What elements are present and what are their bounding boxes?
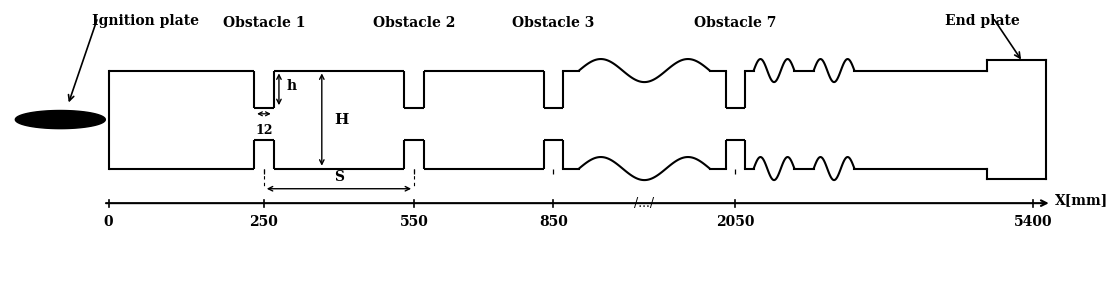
Text: Obstacle 1: Obstacle 1 — [223, 16, 305, 30]
Text: h: h — [286, 79, 296, 93]
Text: End plate: End plate — [945, 14, 1020, 28]
Text: 250: 250 — [249, 215, 278, 229]
Text: 850: 850 — [539, 215, 568, 229]
Text: Obstacle 2: Obstacle 2 — [373, 16, 455, 30]
Text: 2050: 2050 — [716, 215, 755, 229]
Polygon shape — [16, 111, 106, 129]
Text: /.../: /.../ — [634, 197, 654, 210]
Text: 550: 550 — [400, 215, 429, 229]
Text: S: S — [334, 171, 344, 184]
Text: Ignition plate: Ignition plate — [92, 14, 199, 28]
Text: Obstacle 3: Obstacle 3 — [512, 16, 594, 30]
Text: X[mm]: X[mm] — [1055, 193, 1109, 207]
Text: 12: 12 — [255, 124, 273, 137]
Text: H: H — [335, 113, 349, 127]
Text: Obstacle 7: Obstacle 7 — [695, 16, 777, 30]
Text: 5400: 5400 — [1014, 215, 1053, 229]
Text: 0: 0 — [104, 215, 114, 229]
